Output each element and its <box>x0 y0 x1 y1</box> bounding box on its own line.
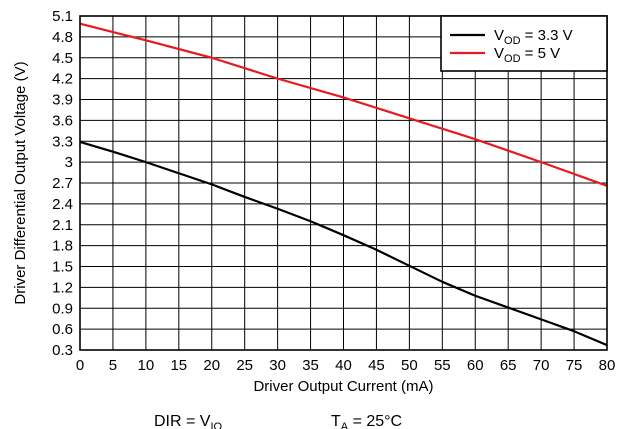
x-tick-label: 80 <box>599 357 616 374</box>
y-tick-label: 4.2 <box>52 71 73 88</box>
y-tick-label: 3 <box>65 154 73 171</box>
x-tick-label: 30 <box>269 357 286 374</box>
y-tick-label: 2.4 <box>52 196 73 213</box>
plot-frame <box>79 15 608 351</box>
x-tick-label: 0 <box>76 357 84 374</box>
legend-label-sub: OD <box>504 35 521 47</box>
x-tick-labels: 0 5 10 15 20 25 30 35 40 45 50 55 60 65 70 75 80 <box>76 357 616 374</box>
x-tick-label: 45 <box>368 357 385 374</box>
y-axis-label: Driver Differential Output Voltage (V) <box>12 61 29 304</box>
y-tick-label: 4.5 <box>52 50 73 67</box>
x-tick-label: 20 <box>203 357 220 374</box>
legend-label-rest: = 3.3 V <box>521 27 573 44</box>
x-tick-label: 55 <box>434 357 451 374</box>
y-tick-label: 3.3 <box>52 133 73 150</box>
y-tick-label: 5.1 <box>52 8 73 25</box>
series-line-1 <box>79 140 608 347</box>
y-tick-label: 4.8 <box>52 29 73 46</box>
x-tick-label: 15 <box>170 357 187 374</box>
condition-ta: TA = 25°C <box>331 413 402 429</box>
y-tick-label: 0.6 <box>52 321 73 338</box>
y-tick-label: 2.7 <box>52 175 73 192</box>
condition-ta-sub: A <box>341 421 349 429</box>
x-tick-label: 60 <box>467 357 484 374</box>
legend-label-sub: OD <box>504 53 521 65</box>
test-conditions: DIR = VIO TA = 25°C <box>154 413 402 429</box>
y-tick-label: 1.2 <box>52 279 73 296</box>
x-tick-label: 65 <box>500 357 517 374</box>
legend-label-rest: = 5 V <box>521 45 561 62</box>
y-tick-label: 3.6 <box>52 112 73 129</box>
x-tick-label: 35 <box>302 357 319 374</box>
x-tick-label: 10 <box>138 357 155 374</box>
y-tick-label: 1.5 <box>52 259 73 276</box>
y-tick-label: 1.8 <box>52 238 73 255</box>
x-tick-label: 75 <box>566 357 583 374</box>
series-line-2 <box>79 22 608 187</box>
x-tick-label: 5 <box>109 357 117 374</box>
legend-label-main: V <box>494 45 504 62</box>
x-tick-label: 40 <box>335 357 352 374</box>
legend-box <box>440 15 608 72</box>
condition-dir-main: DIR = V <box>154 413 211 429</box>
y-tick-label: 3.9 <box>52 92 73 109</box>
y-tick-labels: 0.3 0.6 0.9 1.2 1.5 1.8 2.1 2.4 2.7 3 3.3 3.6 3.9 4.2… <box>52 8 73 359</box>
legend-label-2: VOD = 5 V <box>494 45 560 65</box>
x-tick-label: 70 <box>533 357 550 374</box>
y-tick-label: 2.1 <box>52 217 73 234</box>
condition-dir-sub: IO <box>210 421 222 429</box>
condition-dir: DIR = VIO <box>154 413 223 429</box>
y-tick-label: 0.3 <box>52 342 73 359</box>
condition-ta-rest: = 25°C <box>348 413 402 429</box>
condition-ta-main: T <box>331 413 341 429</box>
x-tick-label: 50 <box>401 357 418 374</box>
x-axis-label: Driver Output Current (mA) <box>253 378 433 395</box>
legend-label-1: VOD = 3.3 V <box>494 27 573 47</box>
legend-label-main: V <box>494 27 504 44</box>
y-tick-label: 0.9 <box>52 300 73 317</box>
series-lines <box>79 22 608 347</box>
x-tick-label: 25 <box>236 357 253 374</box>
